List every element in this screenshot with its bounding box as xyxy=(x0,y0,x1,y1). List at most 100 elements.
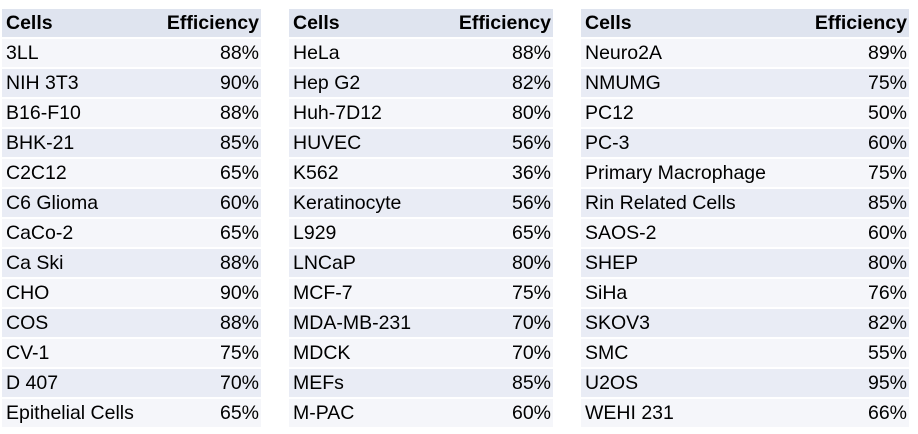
efficiency-value: 75% xyxy=(447,279,553,309)
table-row: SiHa 76% xyxy=(581,279,909,309)
cell-name: SMC xyxy=(581,339,809,369)
efficiency-value: 95% xyxy=(809,369,909,399)
efficiency-value: 88% xyxy=(160,99,261,129)
column-header-cells: Cells xyxy=(2,9,160,39)
table-header-row: Cells Efficiency xyxy=(2,9,261,39)
cell-name: CV-1 xyxy=(2,339,160,369)
cell-name: Keratinocyte xyxy=(289,189,447,219)
efficiency-value: 90% xyxy=(160,279,261,309)
cell-name: B16-F10 xyxy=(2,99,160,129)
efficiency-value: 80% xyxy=(447,249,553,279)
cell-name: Ca Ski xyxy=(2,249,160,279)
cell-name: MDA-MB-231 xyxy=(289,309,447,339)
efficiency-value: 90% xyxy=(160,69,261,99)
cell-name: MCF-7 xyxy=(289,279,447,309)
efficiency-value: 56% xyxy=(447,129,553,159)
efficiency-value: 88% xyxy=(160,249,261,279)
cell-name: SHEP xyxy=(581,249,809,279)
table-row: Rin Related Cells 85% xyxy=(581,189,909,219)
efficiency-value: 89% xyxy=(809,39,909,69)
cell-name: HUVEC xyxy=(289,129,447,159)
table-row: Keratinocyte 56% xyxy=(289,189,553,219)
cell-name: SiHa xyxy=(581,279,809,309)
table-row: M-PAC 60% xyxy=(289,399,553,429)
efficiency-value: 55% xyxy=(809,339,909,369)
table-row: Primary Macrophage 75% xyxy=(581,159,909,189)
column-header-efficiency: Efficiency xyxy=(809,9,909,39)
column-header-cells: Cells xyxy=(581,9,809,39)
cell-name: Epithelial Cells xyxy=(2,399,160,429)
cell-name: CHO xyxy=(2,279,160,309)
table-row: Huh-7D12 80% xyxy=(289,99,553,129)
efficiency-value: 60% xyxy=(447,399,553,429)
efficiency-value: 65% xyxy=(160,399,261,429)
efficiency-value: 85% xyxy=(809,189,909,219)
table-row: BHK-21 85% xyxy=(2,129,261,159)
cell-name: WEHI 231 xyxy=(581,399,809,429)
table-header-row: Cells Efficiency xyxy=(581,9,909,39)
efficiency-value: 66% xyxy=(809,399,909,429)
efficiency-value: 82% xyxy=(809,309,909,339)
cell-name: Primary Macrophage xyxy=(581,159,809,189)
cell-name: D 407 xyxy=(2,369,160,399)
efficiency-value: 88% xyxy=(447,39,553,69)
table-row: MCF-7 75% xyxy=(289,279,553,309)
cell-name: SKOV3 xyxy=(581,309,809,339)
cell-name: Huh-7D12 xyxy=(289,99,447,129)
table-row: D 407 70% xyxy=(2,369,261,399)
table-row: Hep G2 82% xyxy=(289,69,553,99)
efficiency-value: 60% xyxy=(809,129,909,159)
cell-name: C2C12 xyxy=(2,159,160,189)
efficiency-value: 70% xyxy=(447,339,553,369)
table-row: COS 88% xyxy=(2,309,261,339)
cell-name: PC12 xyxy=(581,99,809,129)
table-row: MEFs 85% xyxy=(289,369,553,399)
cell-name: LNCaP xyxy=(289,249,447,279)
efficiency-value: 75% xyxy=(809,159,909,189)
table-row: L929 65% xyxy=(289,219,553,249)
efficiency-value: 82% xyxy=(447,69,553,99)
cell-name: BHK-21 xyxy=(2,129,160,159)
efficiency-value: 50% xyxy=(809,99,909,129)
efficiency-value: 80% xyxy=(809,249,909,279)
efficiency-value: 56% xyxy=(447,189,553,219)
cell-name: Neuro2A xyxy=(581,39,809,69)
cell-name: MDCK xyxy=(289,339,447,369)
column-header-efficiency: Efficiency xyxy=(160,9,261,39)
cell-name: SAOS-2 xyxy=(581,219,809,249)
table-row: WEHI 231 66% xyxy=(581,399,909,429)
cell-name: 3LL xyxy=(2,39,160,69)
table-row: B16-F10 88% xyxy=(2,99,261,129)
efficiency-value: 65% xyxy=(447,219,553,249)
cell-name: NIH 3T3 xyxy=(2,69,160,99)
efficiency-value: 70% xyxy=(160,369,261,399)
table-row: SMC 55% xyxy=(581,339,909,369)
cell-name: C6 Glioma xyxy=(2,189,160,219)
table-row: PC-3 60% xyxy=(581,129,909,159)
table-row: NIH 3T3 90% xyxy=(2,69,261,99)
efficiency-table-2: Cells Efficiency HeLa 88% Hep G2 82% Huh-7D12 8… xyxy=(289,9,553,429)
table-row: PC12 50% xyxy=(581,99,909,129)
table-row: Epithelial Cells 65% xyxy=(2,399,261,429)
efficiency-value: 85% xyxy=(160,129,261,159)
table-row: K562 36% xyxy=(289,159,553,189)
efficiency-value: 60% xyxy=(160,189,261,219)
table-row: MDCK 70% xyxy=(289,339,553,369)
table-row: Neuro2A 89% xyxy=(581,39,909,69)
cell-name: COS xyxy=(2,309,160,339)
cell-name: PC-3 xyxy=(581,129,809,159)
efficiency-value: 80% xyxy=(447,99,553,129)
table-row: NMUMG 75% xyxy=(581,69,909,99)
cell-name: L929 xyxy=(289,219,447,249)
efficiency-value: 65% xyxy=(160,159,261,189)
efficiency-value: 85% xyxy=(447,369,553,399)
cell-name: U2OS xyxy=(581,369,809,399)
cell-name: M-PAC xyxy=(289,399,447,429)
cell-name: Hep G2 xyxy=(289,69,447,99)
cell-name: NMUMG xyxy=(581,69,809,99)
efficiency-table-1: Cells Efficiency 3LL 88% NIH 3T3 90% B16-F10 88… xyxy=(2,9,261,429)
table-row: CV-1 75% xyxy=(2,339,261,369)
efficiency-value: 60% xyxy=(809,219,909,249)
table-row: SKOV3 82% xyxy=(581,309,909,339)
efficiency-value: 75% xyxy=(809,69,909,99)
